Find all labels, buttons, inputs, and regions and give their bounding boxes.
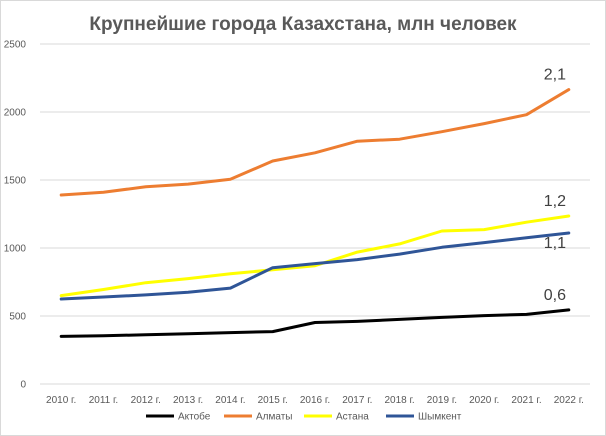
x-tick-label: 2016 г. <box>300 395 330 406</box>
end-label: 1,1 <box>544 235 566 252</box>
x-tick-label: 2021 г. <box>511 395 541 406</box>
end-label: 2,1 <box>544 67 566 84</box>
end-labels: 0,6 2,1 1,2 1,1 <box>544 67 566 304</box>
grid-lines <box>40 43 590 385</box>
series-line-Алматы <box>59 88 571 197</box>
x-axis-ticks: 2010 г. 2011 г. 2012 г. 2013 г. 2014 г. 2015 … <box>46 395 584 406</box>
series-line-Актобе <box>59 308 571 338</box>
x-tick-label: 2013 г. <box>173 395 203 406</box>
x-tick-label: 2011 г. <box>89 395 119 406</box>
x-tick-label: 2014 г. <box>215 395 245 406</box>
x-tick-label: 2019 г. <box>427 395 457 406</box>
y-tick-label: 1000 <box>4 244 27 255</box>
legend-entry: Алматы <box>256 412 293 423</box>
series-line-Астана <box>59 214 571 298</box>
legend-entry: Шымкент <box>418 412 462 423</box>
legend: Актобе Алматы Астана Шымкент <box>146 411 462 423</box>
x-tick-label: 2015 г. <box>258 395 288 406</box>
series-lines <box>59 88 571 338</box>
x-tick-label: 2020 г. <box>469 395 499 406</box>
chart-title: Крупнейшие города Казахстана, млн челове… <box>89 14 517 35</box>
x-tick-label: 2017 г. <box>342 395 372 406</box>
series-line-Шымкент <box>59 231 571 301</box>
y-axis-ticks: 0 500 1000 1500 2000 2500 <box>4 40 27 391</box>
y-tick-label: 0 <box>20 380 26 391</box>
x-tick-label: 2012 г. <box>131 395 161 406</box>
y-tick-label: 1500 <box>4 176 27 187</box>
y-tick-label: 2000 <box>4 108 27 119</box>
legend-entry: Астана <box>336 412 369 423</box>
y-tick-label: 500 <box>9 312 26 323</box>
legend-entry: Актобе <box>178 411 211 423</box>
x-tick-label: 2018 г. <box>384 395 414 406</box>
x-tick-label: 2010 г. <box>46 395 76 406</box>
end-label: 1,2 <box>544 193 566 210</box>
x-tick-label: 2022 г. <box>554 395 584 406</box>
end-label: 0,6 <box>544 287 566 304</box>
y-tick-label: 2500 <box>4 40 27 51</box>
